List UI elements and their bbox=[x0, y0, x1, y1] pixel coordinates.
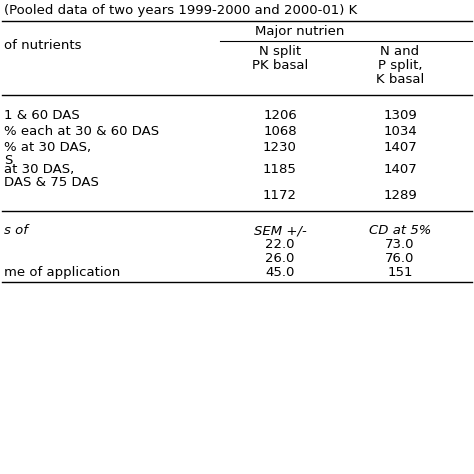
Text: N split: N split bbox=[259, 45, 301, 58]
Text: 1068: 1068 bbox=[263, 125, 297, 138]
Text: % at 30 DAS,: % at 30 DAS, bbox=[4, 141, 91, 154]
Text: 151: 151 bbox=[387, 266, 413, 279]
Text: Major nutrien: Major nutrien bbox=[255, 25, 345, 38]
Text: CD at 5%: CD at 5% bbox=[369, 224, 431, 237]
Text: 1309: 1309 bbox=[383, 109, 417, 122]
Text: 1407: 1407 bbox=[383, 141, 417, 154]
Text: me of application: me of application bbox=[4, 266, 120, 279]
Text: 1185: 1185 bbox=[263, 163, 297, 176]
Text: s of: s of bbox=[4, 224, 28, 237]
Text: S: S bbox=[4, 154, 12, 167]
Text: 22.0: 22.0 bbox=[265, 238, 295, 251]
Text: 45.0: 45.0 bbox=[265, 266, 295, 279]
Text: 1206: 1206 bbox=[263, 109, 297, 122]
Text: of nutrients: of nutrients bbox=[4, 39, 82, 52]
Text: 1407: 1407 bbox=[383, 163, 417, 176]
Text: % each at 30 & 60 DAS: % each at 30 & 60 DAS bbox=[4, 125, 159, 138]
Text: 76.0: 76.0 bbox=[385, 252, 415, 265]
Text: SEM +/-: SEM +/- bbox=[254, 224, 306, 237]
Text: K basal: K basal bbox=[376, 73, 424, 86]
Text: 1034: 1034 bbox=[383, 125, 417, 138]
Text: 1230: 1230 bbox=[263, 141, 297, 154]
Text: PK basal: PK basal bbox=[252, 59, 308, 72]
Text: 26.0: 26.0 bbox=[265, 252, 295, 265]
Text: at 30 DAS,: at 30 DAS, bbox=[4, 163, 74, 176]
Text: 1172: 1172 bbox=[263, 189, 297, 202]
Text: P split,: P split, bbox=[378, 59, 422, 72]
Text: DAS & 75 DAS: DAS & 75 DAS bbox=[4, 176, 99, 189]
Text: 73.0: 73.0 bbox=[385, 238, 415, 251]
Text: 1289: 1289 bbox=[383, 189, 417, 202]
Text: (Pooled data of two years 1999-2000 and 2000-01) K: (Pooled data of two years 1999-2000 and … bbox=[4, 4, 357, 17]
Text: N and: N and bbox=[381, 45, 419, 58]
Text: 1 & 60 DAS: 1 & 60 DAS bbox=[4, 109, 80, 122]
